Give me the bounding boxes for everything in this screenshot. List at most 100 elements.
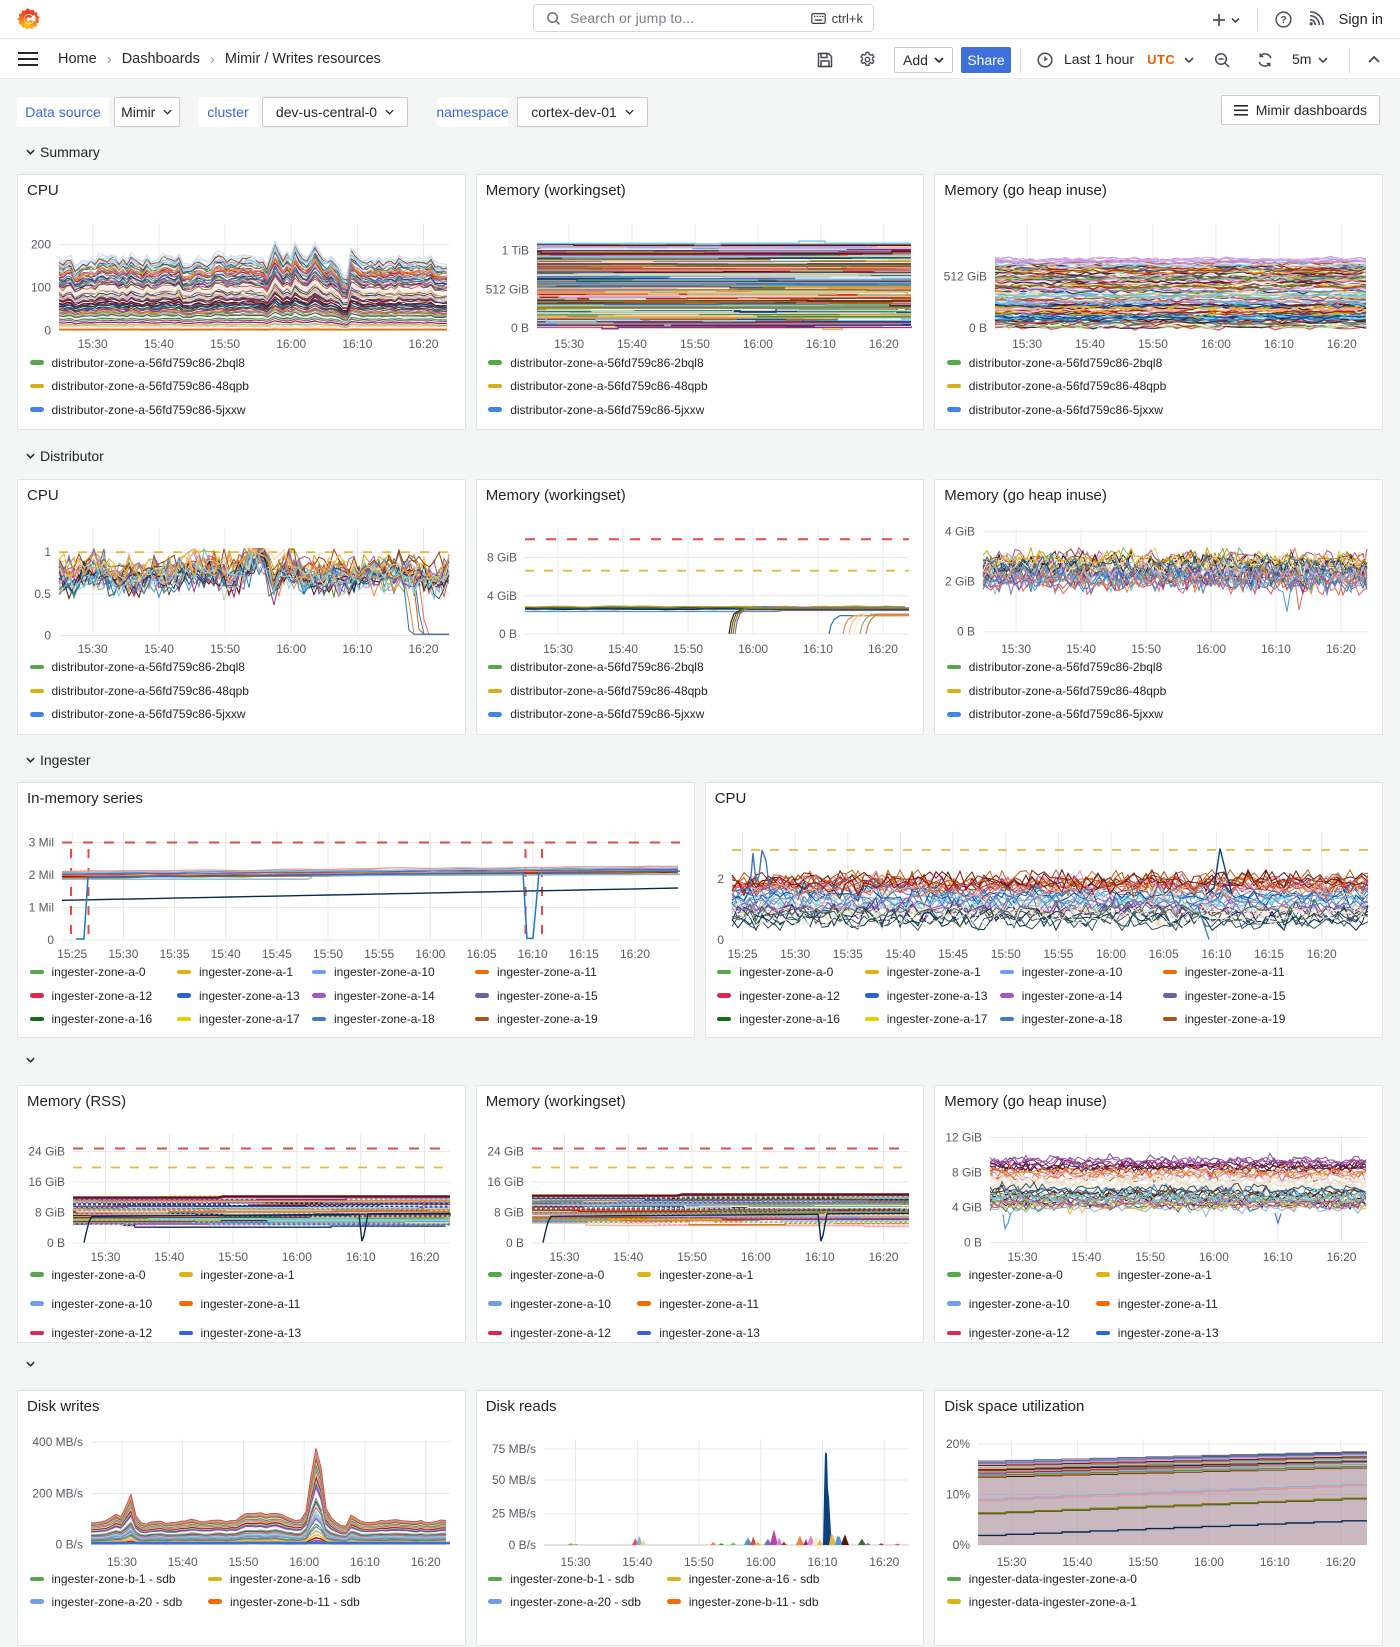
svg-text:16:15: 16:15 <box>1254 947 1284 961</box>
svg-text:16:00: 16:00 <box>1096 947 1126 961</box>
svg-text:15:30: 15:30 <box>1012 337 1042 351</box>
svg-text:16:20: 16:20 <box>408 337 438 351</box>
svg-text:16:20: 16:20 <box>408 642 438 656</box>
svg-text:15:50: 15:50 <box>677 1249 707 1263</box>
svg-text:15:40: 15:40 <box>168 1555 198 1569</box>
svg-text:15:30: 15:30 <box>554 337 584 351</box>
svg-text:4 GiB: 4 GiB <box>487 588 517 602</box>
svg-text:2 GiB: 2 GiB <box>945 574 975 588</box>
svg-text:16:10: 16:10 <box>806 337 836 351</box>
svg-text:16:00: 16:00 <box>738 642 768 656</box>
svg-text:10%: 10% <box>946 1488 970 1502</box>
svg-text:400 MB/s: 400 MB/s <box>32 1435 83 1449</box>
svg-text:16:00: 16:00 <box>289 1555 319 1569</box>
svg-text:15:40: 15:40 <box>1063 1555 1093 1569</box>
svg-text:15:40: 15:40 <box>144 642 174 656</box>
svg-text:8 GiB: 8 GiB <box>494 1205 524 1219</box>
svg-text:15:30: 15:30 <box>90 1249 120 1263</box>
svg-text:15:30: 15:30 <box>1001 642 1031 656</box>
svg-text:24 GiB: 24 GiB <box>28 1144 65 1158</box>
svg-text:16:00: 16:00 <box>743 337 773 351</box>
svg-text:0 B: 0 B <box>964 1235 982 1249</box>
svg-text:16:20: 16:20 <box>868 642 898 656</box>
svg-text:16:00: 16:00 <box>276 337 306 351</box>
svg-text:0: 0 <box>717 933 724 947</box>
svg-text:25 MB/s: 25 MB/s <box>492 1507 536 1521</box>
svg-text:16:00: 16:00 <box>1196 642 1226 656</box>
svg-text:16:00: 16:00 <box>741 1249 771 1263</box>
svg-text:16:05: 16:05 <box>466 947 496 961</box>
svg-text:16:00: 16:00 <box>282 1249 312 1263</box>
svg-text:15:40: 15:40 <box>613 1249 643 1263</box>
svg-text:1: 1 <box>44 545 51 559</box>
svg-text:16:00: 16:00 <box>745 1555 775 1569</box>
svg-text:16:15: 16:15 <box>569 947 599 961</box>
svg-text:16:20: 16:20 <box>1327 1249 1357 1263</box>
svg-text:75 MB/s: 75 MB/s <box>492 1442 536 1456</box>
svg-text:15:50: 15:50 <box>680 337 710 351</box>
svg-text:16:00: 16:00 <box>1194 1555 1224 1569</box>
svg-text:16:10: 16:10 <box>518 947 548 961</box>
svg-text:8 GiB: 8 GiB <box>952 1165 982 1179</box>
svg-text:16:20: 16:20 <box>1326 1555 1356 1569</box>
svg-text:20%: 20% <box>946 1437 970 1451</box>
svg-text:15:40: 15:40 <box>885 947 915 961</box>
svg-text:16:10: 16:10 <box>342 642 372 656</box>
svg-text:16:00: 16:00 <box>1199 1249 1229 1263</box>
svg-text:0 B: 0 B <box>506 1235 524 1249</box>
svg-text:16:10: 16:10 <box>350 1555 380 1569</box>
svg-text:16:20: 16:20 <box>868 337 898 351</box>
svg-text:15:50: 15:50 <box>673 642 703 656</box>
svg-text:15:50: 15:50 <box>1128 1555 1158 1569</box>
svg-text:16:00: 16:00 <box>415 947 445 961</box>
svg-text:15:50: 15:50 <box>990 947 1020 961</box>
svg-text:12 GiB: 12 GiB <box>946 1130 983 1144</box>
svg-text:16:10: 16:10 <box>807 1555 837 1569</box>
svg-text:16 GiB: 16 GiB <box>487 1175 524 1189</box>
svg-text:16:10: 16:10 <box>1261 642 1291 656</box>
svg-text:8 GiB: 8 GiB <box>487 550 517 564</box>
svg-text:16:20: 16:20 <box>868 1249 898 1263</box>
svg-text:0 B: 0 B <box>499 627 517 641</box>
svg-text:16:10: 16:10 <box>804 1249 834 1263</box>
svg-text:16:10: 16:10 <box>342 337 372 351</box>
svg-text:0: 0 <box>47 933 54 947</box>
svg-text:16:10: 16:10 <box>803 642 833 656</box>
svg-text:2: 2 <box>717 872 724 886</box>
svg-text:50 MB/s: 50 MB/s <box>492 1473 536 1487</box>
svg-text:15:40: 15:40 <box>1066 642 1096 656</box>
svg-text:16:20: 16:20 <box>1327 337 1357 351</box>
svg-text:16:00: 16:00 <box>1201 337 1231 351</box>
svg-text:16:20: 16:20 <box>1326 642 1356 656</box>
svg-text:16:05: 16:05 <box>1148 947 1178 961</box>
svg-text:15:30: 15:30 <box>560 1555 590 1569</box>
svg-text:15:25: 15:25 <box>727 947 757 961</box>
svg-text:0 B/s: 0 B/s <box>508 1538 535 1552</box>
svg-text:16:20: 16:20 <box>620 947 650 961</box>
svg-text:15:40: 15:40 <box>154 1249 184 1263</box>
svg-text:0 B: 0 B <box>969 321 987 335</box>
svg-text:15:30: 15:30 <box>78 337 108 351</box>
svg-text:3 Mil: 3 Mil <box>29 835 54 849</box>
svg-text:0: 0 <box>44 323 51 337</box>
svg-text:15:50: 15:50 <box>210 642 240 656</box>
svg-text:2 Mil: 2 Mil <box>29 868 54 882</box>
svg-text:0 B: 0 B <box>957 624 975 638</box>
svg-text:15:45: 15:45 <box>938 947 968 961</box>
svg-text:15:30: 15:30 <box>108 947 138 961</box>
svg-text:16 GiB: 16 GiB <box>28 1175 65 1189</box>
svg-text:100: 100 <box>31 281 51 295</box>
svg-text:15:40: 15:40 <box>1072 1249 1102 1263</box>
svg-text:0 B: 0 B <box>511 321 529 335</box>
svg-text:200 MB/s: 200 MB/s <box>32 1487 83 1501</box>
svg-text:4 GiB: 4 GiB <box>945 524 975 538</box>
svg-text:16:20: 16:20 <box>409 1249 439 1263</box>
svg-text:15:40: 15:40 <box>211 947 241 961</box>
svg-text:15:50: 15:50 <box>1131 642 1161 656</box>
svg-text:15:45: 15:45 <box>262 947 292 961</box>
svg-text:512 GiB: 512 GiB <box>485 283 528 297</box>
svg-text:15:40: 15:40 <box>1075 337 1105 351</box>
svg-text:15:35: 15:35 <box>832 947 862 961</box>
svg-text:15:55: 15:55 <box>1043 947 1073 961</box>
svg-text:15:40: 15:40 <box>622 1555 652 1569</box>
